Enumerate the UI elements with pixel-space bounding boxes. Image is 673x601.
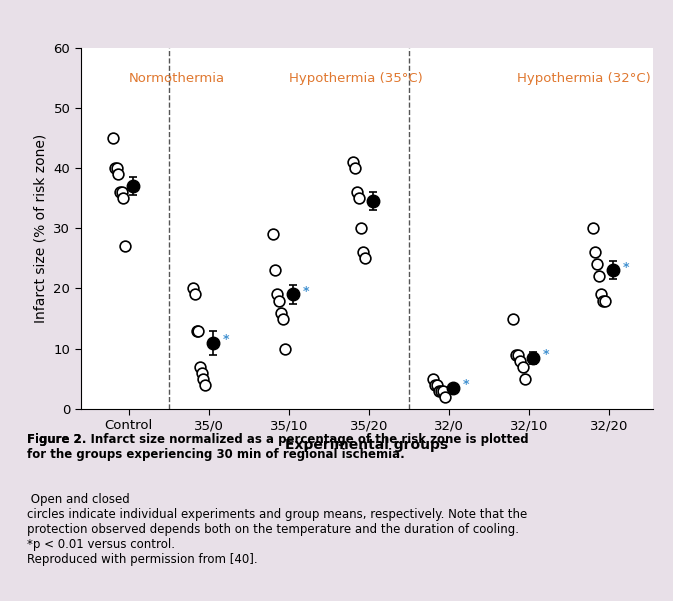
Point [280, 344, 291, 353]
Point [108, 133, 118, 143]
Point [190, 290, 201, 299]
Point [590, 248, 600, 257]
Point [434, 386, 445, 395]
Text: Hypothermia (32°C): Hypothermia (32°C) [517, 72, 651, 85]
Point [193, 326, 204, 335]
Point [118, 194, 129, 203]
Text: Open and closed
circles indicate individual experiments and group means, respect: Open and closed circles indicate individ… [27, 493, 527, 566]
Text: Hypothermia (35°C): Hypothermia (35°C) [289, 72, 423, 85]
Y-axis label: Infarct size (% of risk zone): Infarct size (% of risk zone) [34, 134, 48, 323]
Point [596, 290, 606, 299]
Point [600, 296, 610, 305]
Text: Figure 2.: Figure 2. [27, 433, 86, 446]
Point [588, 224, 598, 233]
Point [352, 188, 363, 197]
Point [278, 314, 289, 323]
Point [116, 188, 127, 197]
Point [440, 392, 451, 401]
Point [594, 272, 604, 281]
Point [276, 308, 287, 317]
Point [188, 284, 199, 293]
Point [197, 368, 207, 377]
Text: *: * [463, 378, 470, 391]
Point [430, 380, 441, 389]
Point [191, 326, 202, 335]
Point [508, 314, 519, 323]
Point [598, 296, 608, 305]
Text: *: * [223, 333, 229, 346]
Text: *: * [303, 285, 310, 298]
Point [515, 356, 526, 365]
Point [348, 157, 359, 167]
Point [272, 290, 283, 299]
Point [120, 242, 131, 251]
Point [520, 374, 530, 383]
Point [354, 194, 365, 203]
Point [438, 386, 449, 395]
Point [110, 163, 120, 173]
Text: Normothermia: Normothermia [129, 72, 225, 85]
Point [268, 230, 279, 239]
Point [436, 386, 447, 395]
Point [356, 224, 367, 233]
Point [198, 374, 209, 383]
Point [432, 380, 443, 389]
Point [194, 362, 205, 371]
Point [510, 350, 521, 359]
Point [350, 163, 361, 173]
X-axis label: Experimental groups: Experimental groups [285, 438, 448, 452]
Point [513, 350, 524, 359]
Text: *: * [543, 348, 550, 361]
Point [592, 260, 602, 269]
Point [360, 254, 371, 263]
Point [518, 362, 528, 371]
Point [270, 266, 281, 275]
Text: *: * [623, 261, 630, 274]
Point [114, 188, 125, 197]
Text: Figure 2. Infarct size normalized as a percentage of the risk zone is plotted
fo: Figure 2. Infarct size normalized as a p… [27, 433, 528, 461]
Point [113, 169, 124, 179]
Point [428, 374, 439, 383]
Point [200, 380, 211, 389]
Point [274, 296, 285, 305]
Point [358, 248, 369, 257]
Point [111, 163, 122, 173]
